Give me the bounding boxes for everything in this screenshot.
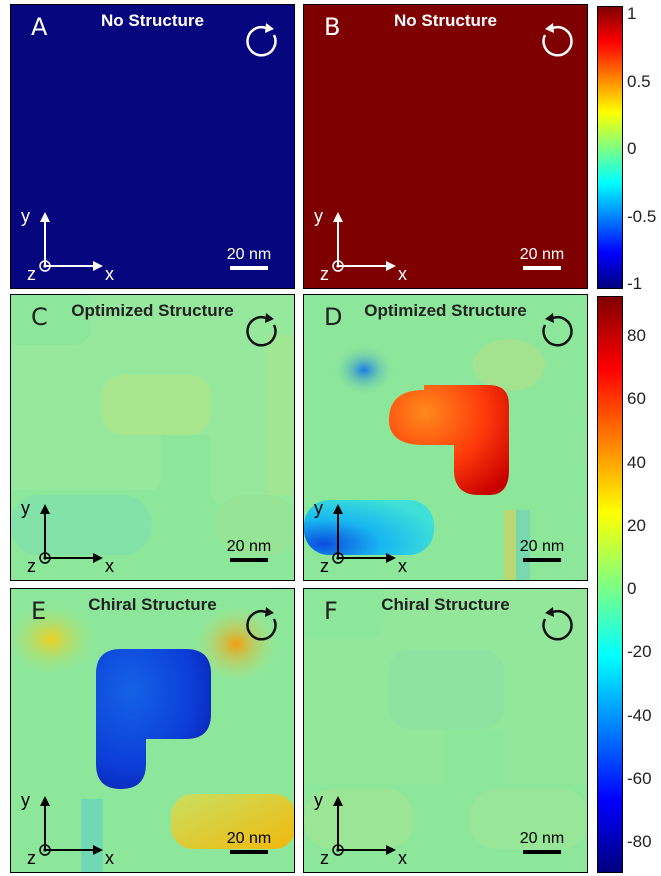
x-axis-label: x: [398, 556, 407, 574]
field-map: [304, 589, 587, 849]
panel-letter: C: [31, 303, 48, 331]
scale-bar: 20 nm: [224, 830, 274, 854]
clockwise-rotation-icon: [246, 607, 277, 641]
panel-d: D Optimized Structure y z x 20 nm: [303, 294, 588, 581]
panel-title: No Structure: [101, 11, 204, 30]
y-axis-label: y: [21, 790, 30, 810]
panel-title: Optimized Structure: [364, 301, 527, 320]
x-axis-label: x: [398, 264, 407, 282]
z-axis-label: z: [320, 556, 329, 574]
axes-icon: y z x: [21, 498, 114, 574]
x-axis-label: x: [105, 264, 114, 282]
colorbar-tick-label: 0: [627, 579, 637, 598]
y-axis-label: y: [314, 498, 323, 518]
field-map: [11, 295, 294, 555]
z-axis-label: z: [27, 848, 36, 866]
clockwise-rotation-icon: [246, 23, 277, 57]
panel-letter: D: [324, 303, 343, 331]
colorbar-tick-label: -0.5: [627, 206, 657, 226]
y-axis-label: y: [314, 206, 323, 226]
x-axis-label: x: [105, 848, 114, 866]
panel-title: Chiral Structure: [381, 595, 510, 614]
colorbar-bottom: [597, 296, 623, 873]
counterclockwise-rotation-icon: [542, 313, 573, 347]
x-axis-label: x: [398, 848, 407, 866]
axes-icon: y z x: [21, 790, 114, 866]
z-axis-label: z: [320, 264, 329, 282]
colorbar-tick-label: -60: [627, 768, 652, 788]
colorbar-tick-label: 80: [627, 326, 646, 345]
axes-icon: y z x: [314, 498, 407, 574]
y-axis-label: y: [21, 498, 30, 518]
axes-icon: y z x: [314, 206, 407, 282]
colorbar-top: [597, 6, 623, 289]
scale-bar-label: 20 nm: [519, 246, 565, 263]
y-axis-label: y: [21, 206, 30, 226]
colorbar-tick-label: 40: [627, 452, 646, 472]
panel-b: B No Structure y z x 20 nm: [303, 4, 588, 289]
x-axis-label: x: [105, 556, 114, 574]
panel-title: Chiral Structure: [88, 595, 217, 614]
panel-title: No Structure: [394, 11, 497, 30]
counterclockwise-rotation-icon: [542, 607, 573, 641]
scale-bar: 20 nm: [517, 830, 567, 854]
counterclockwise-rotation-icon: [542, 23, 573, 57]
panel-f: F Chiral Structure y z x 20 nm: [303, 588, 588, 873]
y-axis-label: y: [314, 790, 323, 810]
scale-bar-label: 20 nm: [519, 830, 565, 847]
scale-bar: 20 nm: [224, 538, 274, 562]
colorbar-tick-label: -80: [627, 832, 652, 851]
axes-icon: y z x: [314, 790, 407, 866]
colorbar-tick-label: -1: [627, 274, 643, 293]
field-map: [11, 599, 294, 872]
panel-a: A No Structure y z x 20 nm: [10, 4, 295, 289]
panel-letter: A: [31, 13, 48, 41]
colorbar-tick-label: -40: [627, 705, 652, 725]
scale-bar-label: 20 nm: [226, 538, 272, 555]
colorbar-tick-label: 60: [627, 389, 646, 409]
scale-bar: 20 nm: [224, 246, 274, 270]
scale-bar: 20 nm: [517, 246, 567, 270]
panel-e: E Chiral Structure y z x 20 nm: [10, 588, 295, 873]
colorbar-tick-label: 1: [627, 4, 637, 23]
clockwise-rotation-icon: [246, 313, 277, 347]
panel-letter: F: [324, 597, 338, 625]
z-axis-label: z: [320, 848, 329, 866]
panel-letter: E: [31, 597, 47, 625]
scale-bar-label: 20 nm: [226, 246, 272, 263]
scale-bar: 20 nm: [517, 538, 567, 562]
scale-bar-label: 20 nm: [226, 830, 272, 847]
panel-c: C Optimized Structure y z x 20 nm: [10, 294, 295, 581]
colorbar-tick-label: -20: [627, 642, 652, 662]
z-axis-label: z: [27, 264, 36, 282]
colorbar-tick-label: 20: [627, 515, 646, 535]
scale-bar-label: 20 nm: [519, 538, 565, 555]
colorbar-tick-label: 0: [627, 139, 637, 158]
panel-letter: B: [324, 13, 341, 41]
panel-title: Optimized Structure: [71, 301, 234, 320]
colorbar-tick-label: 0.5: [627, 71, 651, 91]
z-axis-label: z: [27, 556, 36, 574]
axes-icon: y z x: [21, 206, 114, 282]
